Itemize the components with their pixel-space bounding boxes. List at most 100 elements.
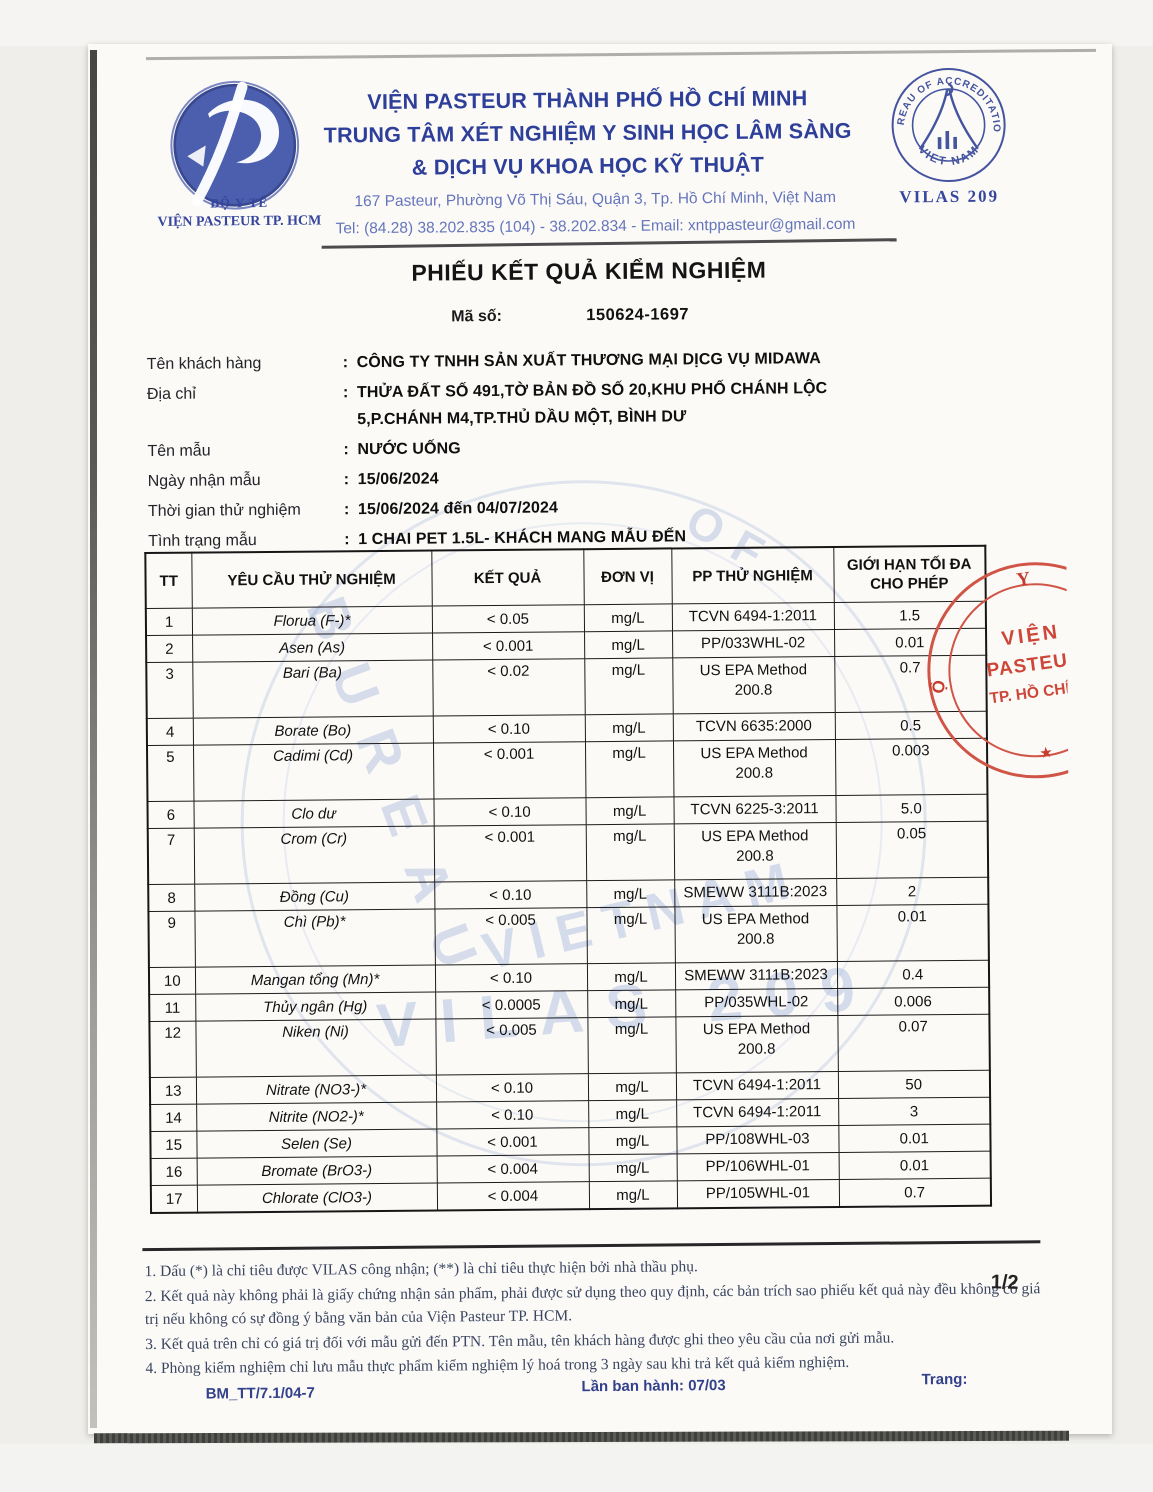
organization-title: VIỆN PASTEUR THÀNH PHỐ HỒ CHÍ MINH TRUNG… bbox=[304, 82, 871, 186]
cell-parameter: Crom (Cr) bbox=[193, 826, 435, 885]
cell-unit: mg/L bbox=[587, 1072, 677, 1101]
info-row: Tên khách hàng : CÔNG TY TNHH SẢN XUẤT T… bbox=[147, 345, 887, 378]
page-number-marker: 1/2 bbox=[990, 1271, 1019, 1294]
cell-tt: 6 bbox=[147, 801, 194, 829]
cell-method: PP/105WHL-01 bbox=[676, 1179, 840, 1209]
footnote-item: 2. Kết quả này không phải là giấy chứng … bbox=[144, 1279, 1041, 1329]
results-table: TT YÊU CẦU THỬ NGHIỆM KẾT QUẢ ĐƠN VỊ PP … bbox=[144, 544, 993, 1215]
cell-parameter: Asen (As) bbox=[192, 633, 433, 663]
info-label: Địa chỉ bbox=[146, 385, 196, 404]
cell-limit: 0.05 bbox=[835, 821, 989, 879]
cell-tt: 9 bbox=[148, 911, 195, 968]
cell-unit: mg/L bbox=[584, 740, 674, 798]
org-line-3: & DỊCH VỤ KHOA HỌC KỸ THUẬT bbox=[411, 152, 765, 180]
cell-tt: 1 bbox=[145, 608, 193, 636]
cell-result: < 0.10 bbox=[434, 880, 587, 910]
cell-tt: 14 bbox=[150, 1104, 197, 1132]
cell-method: TCVN 6635:2000 bbox=[672, 712, 835, 741]
info-value: THỬA ĐẤT SỐ 491,TỜ BẢN ĐỒ SỐ 20,KHU PHỐ … bbox=[356, 380, 828, 429]
cell-method: PP/108WHL-03 bbox=[676, 1125, 839, 1154]
info-value: NƯỚC UỐNG bbox=[357, 440, 461, 459]
cell-tt: 17 bbox=[150, 1185, 198, 1214]
cell-limit: 0.07 bbox=[837, 1014, 990, 1072]
cell-unit: mg/L bbox=[586, 906, 675, 964]
cell-method: US EPA Method 200.8 bbox=[672, 739, 836, 797]
pasteur-institute-logo bbox=[170, 80, 300, 210]
cell-method: PP/033WHL-02 bbox=[672, 629, 835, 658]
cell-parameter: Mangan tổng (Mn)* bbox=[194, 965, 436, 995]
col-header-unit: ĐƠN VỊ bbox=[583, 548, 672, 605]
info-row: Tên mẫu : NƯỚC UỐNG bbox=[147, 432, 887, 465]
cell-method: TCVN 6225-3:2011 bbox=[673, 795, 836, 824]
footnotes: 1. Dấu (*) là chỉ tiêu được VILAS công n… bbox=[144, 1252, 1047, 1381]
cell-unit: mg/L bbox=[588, 1099, 677, 1128]
cell-parameter: Nitrite (NO2-)* bbox=[196, 1102, 437, 1132]
cell-result: < 0.001 bbox=[433, 824, 587, 883]
cell-unit: mg/L bbox=[585, 823, 675, 881]
info-value: 15/06/2024 bbox=[357, 470, 439, 489]
report-page: BUREAU OF VIETNAM VILAS 209 BỘ Y TẾ VIỆN… bbox=[88, 44, 1112, 1434]
info-row: Thời gian thử nghiệm : 15/06/2024 đến 04… bbox=[148, 492, 888, 525]
col-header-tt: TT bbox=[145, 552, 192, 609]
cell-method: US EPA Method 200.8 bbox=[674, 905, 837, 963]
cell-method: TCVN 6494-1:2011 bbox=[676, 1098, 839, 1127]
cell-parameter: Florua (F-)* bbox=[191, 606, 433, 636]
accreditation-watermark: BUREAU OF VIETNAM VILAS 209 bbox=[88, 44, 1106, 1170]
table-row: 12 Niken (Ni) < 0.005 mg/L US EPA Method… bbox=[149, 1014, 990, 1078]
info-label: Ngày nhận mẫu bbox=[147, 472, 261, 491]
cell-result: < 0.10 bbox=[436, 1100, 589, 1130]
info-colon: : bbox=[343, 501, 350, 519]
page-label: Trang: bbox=[921, 1370, 968, 1389]
cell-tt: 13 bbox=[149, 1077, 197, 1105]
vilas-number-label: VILAS 209 bbox=[899, 186, 1000, 207]
cell-result: < 0.001 bbox=[436, 1127, 589, 1157]
form-code: BM_TT/7.1/04-7 bbox=[205, 1384, 315, 1403]
cell-result: < 0.02 bbox=[432, 658, 585, 717]
cell-unit: mg/L bbox=[584, 630, 673, 659]
cell-limit: 5.0 bbox=[835, 794, 988, 823]
cell-unit: mg/L bbox=[587, 1016, 676, 1074]
scan-background-bottom bbox=[0, 1444, 1153, 1492]
cell-limit: 0.006 bbox=[837, 987, 990, 1016]
cell-limit: 0.7 bbox=[838, 1178, 992, 1208]
cell-result: < 0.001 bbox=[432, 631, 585, 661]
info-label: Thời gian thử nghiệm bbox=[147, 501, 301, 521]
cell-limit: 0.4 bbox=[836, 960, 990, 989]
cell-parameter: Thủy ngân (Hg) bbox=[195, 992, 436, 1022]
cell-limit: 0.01 bbox=[836, 904, 989, 962]
cell-unit: mg/L bbox=[586, 879, 675, 908]
cell-limit: 0.01 bbox=[838, 1151, 991, 1180]
cell-result: < 0.005 bbox=[434, 907, 587, 966]
col-header-parameter: YÊU CẦU THỬ NGHIỆM bbox=[191, 550, 432, 609]
cell-result: < 0.0005 bbox=[435, 990, 588, 1020]
cell-tt: 5 bbox=[146, 745, 194, 802]
scan-bottom-edge bbox=[93, 1430, 1070, 1444]
cell-parameter: Bromate (BrO3-) bbox=[196, 1156, 437, 1186]
cell-unit: mg/L bbox=[588, 1180, 678, 1210]
results-table-body: 1 Florua (F-)* < 0.05 mg/L TCVN 6494-1:2… bbox=[145, 601, 992, 1214]
results-table-header: TT YÊU CẦU THỬ NGHIỆM KẾT QUẢ ĐƠN VỊ PP … bbox=[145, 545, 986, 609]
cell-tt: 11 bbox=[149, 994, 196, 1022]
emblem-peak-icon bbox=[918, 82, 979, 150]
info-row: Ngày nhận mẫu : 15/06/2024 bbox=[148, 462, 888, 495]
contact-block: 167 Pasteur, Phường Võ Thị Sáu, Quận 3, … bbox=[305, 184, 885, 243]
cell-result: < 0.001 bbox=[432, 741, 586, 800]
cell-parameter: Nitrate (NO3-)* bbox=[195, 1075, 437, 1105]
code-label: Mã số: bbox=[451, 307, 503, 326]
table-row: 3 Bari (Ba) < 0.02 mg/L US EPA Method 20… bbox=[146, 655, 987, 719]
info-block: Tên khách hàng : CÔNG TY TNHH SẢN XUẤT T… bbox=[147, 345, 889, 558]
cell-parameter: Chlorate (ClO3-) bbox=[196, 1183, 438, 1213]
cell-result: < 0.004 bbox=[436, 1181, 590, 1211]
info-colon: : bbox=[343, 471, 350, 489]
cell-unit: mg/L bbox=[586, 962, 676, 991]
info-colon: : bbox=[342, 384, 349, 402]
institute-stamp-clip: Y Ộ VIỆN PASTEUR TP. HỒ CHÍ M ★ bbox=[924, 555, 1069, 797]
cell-method: SMEWW 3111B:2023 bbox=[674, 878, 837, 907]
tel-email-line: Tel: (84.28) 38.202.835 (104) - 38.202.8… bbox=[335, 215, 856, 238]
scan-background-top bbox=[0, 0, 1153, 46]
cell-limit: 0.01 bbox=[838, 1124, 991, 1153]
cell-method: TCVN 6494-1:2011 bbox=[671, 602, 835, 631]
cell-parameter: Borate (Bo) bbox=[192, 716, 433, 746]
cell-tt: 16 bbox=[150, 1158, 197, 1186]
cell-result: < 0.10 bbox=[435, 1073, 589, 1103]
